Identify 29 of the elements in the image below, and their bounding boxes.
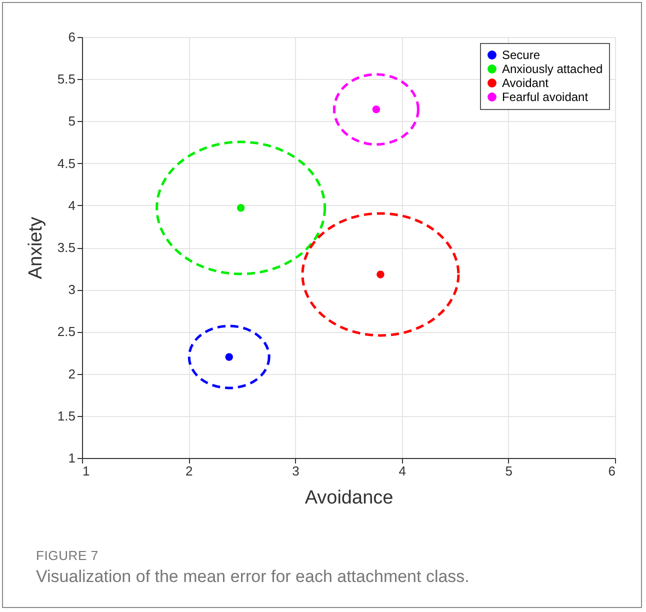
legend-label: Anxiously attached (502, 62, 603, 76)
x-tick-label: 6 (608, 464, 616, 478)
y-tick-label: 5 (68, 114, 76, 129)
y-axis-title: Anxiety (25, 216, 46, 280)
y-tick-label: 1.5 (57, 408, 76, 424)
legend-label: Avoidant (502, 76, 550, 90)
y-tick-label: 5.5 (57, 72, 76, 87)
caption: FIGURE 7 (36, 548, 100, 563)
point (236, 204, 245, 212)
y-tick-label: 6 (68, 30, 76, 44)
x-tick-label: 3 (292, 464, 300, 478)
y-tick-label: 2 (68, 366, 76, 382)
y-tick-label: 4 (68, 198, 76, 213)
y-tick-label: 3.5 (57, 240, 76, 255)
x-axis-title: Avoidance (304, 488, 394, 508)
y-tick-label: 2.5 (57, 324, 76, 340)
point (372, 106, 380, 114)
x-tick-label: 5 (505, 464, 513, 478)
x-tick-label: 4 (398, 464, 406, 478)
y-tick-label: 1 (68, 450, 76, 466)
point (225, 353, 233, 361)
y-tick-label: 4.5 (57, 156, 76, 171)
point (376, 270, 384, 278)
legend-label: Secure (502, 48, 540, 62)
y-tick-label: 3 (68, 282, 76, 298)
legend-label: Fearful avoidant (502, 90, 589, 104)
x-tick-label: 2 (185, 464, 193, 478)
x-tick-label: 1 (82, 464, 90, 478)
text: Visualization of the mean error for each attachment class. (36, 567, 470, 587)
